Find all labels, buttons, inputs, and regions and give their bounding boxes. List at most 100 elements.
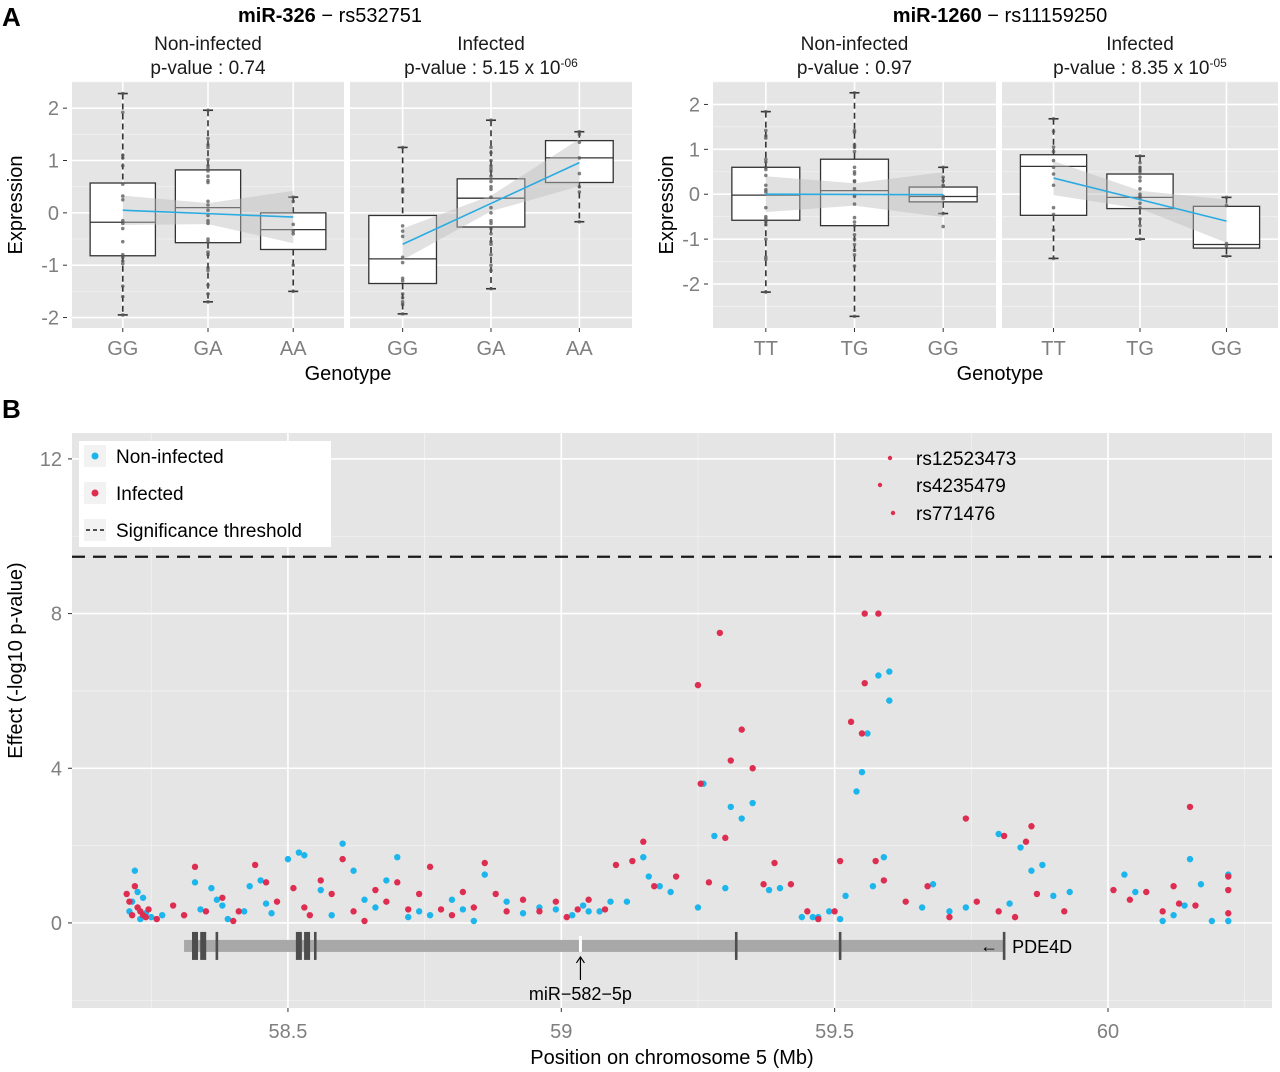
data-point bbox=[1138, 201, 1142, 206]
data-point bbox=[400, 187, 405, 192]
scatter-point bbox=[1066, 888, 1073, 896]
scatter-point bbox=[776, 884, 784, 892]
pvalue-text: p-value : 5.15 x 10 bbox=[404, 58, 560, 79]
data-point bbox=[489, 226, 493, 231]
data-point bbox=[1051, 256, 1056, 261]
data-point bbox=[764, 128, 768, 133]
exon-mark bbox=[192, 931, 199, 960]
scatter-point bbox=[1061, 908, 1068, 915]
data-point bbox=[1224, 254, 1229, 258]
scatter-point bbox=[131, 882, 139, 890]
data-point bbox=[852, 264, 857, 268]
data-point bbox=[206, 199, 210, 204]
data-point bbox=[400, 276, 405, 281]
scatter-point bbox=[123, 890, 130, 898]
y-tick-label: 12 bbox=[40, 449, 62, 471]
data-point bbox=[120, 313, 125, 317]
data-point bbox=[120, 239, 125, 244]
data-point bbox=[120, 153, 125, 158]
data-point bbox=[852, 145, 857, 149]
facet-non-infected: Non-infected p-value : 0.97 TT TG GG bbox=[713, 34, 996, 360]
scatter-point bbox=[126, 898, 133, 905]
data-point bbox=[1051, 129, 1056, 134]
facet-pvalue: p-value : 8.35 x 10-05 bbox=[1053, 56, 1227, 79]
scatter-point bbox=[153, 915, 160, 923]
scatter-point bbox=[128, 911, 136, 919]
scatter-point bbox=[306, 911, 314, 919]
data-point bbox=[206, 266, 210, 270]
data-point bbox=[489, 268, 493, 273]
scatter-point bbox=[1011, 913, 1019, 921]
data-point bbox=[1224, 244, 1229, 248]
data-point bbox=[1051, 183, 1056, 188]
data-point bbox=[489, 252, 493, 257]
x-tick-label: GG bbox=[107, 338, 138, 360]
data-point bbox=[291, 195, 296, 199]
gene-body bbox=[184, 939, 1005, 952]
scatter-point bbox=[1028, 823, 1035, 830]
legend-key-point bbox=[91, 452, 99, 460]
y-axis-title: Effect (-log10 p-value) bbox=[5, 562, 27, 758]
x-axis-title: Genotype bbox=[305, 363, 392, 385]
scatter-point bbox=[552, 906, 560, 913]
snp-label: rs771476 bbox=[916, 504, 995, 525]
data-point bbox=[852, 314, 857, 319]
gene-direction-arrow-icon: ← bbox=[980, 936, 998, 956]
data-point bbox=[206, 300, 210, 304]
snp-label: rs12523473 bbox=[916, 449, 1016, 470]
exon-mark bbox=[734, 931, 738, 960]
scatter-point bbox=[405, 913, 412, 921]
scatter-point bbox=[1033, 890, 1041, 898]
facet-title: Non-infected bbox=[801, 34, 909, 55]
data-point bbox=[120, 156, 125, 160]
scatter-point bbox=[1186, 803, 1194, 811]
gene-label: PDE4D bbox=[1012, 937, 1072, 957]
data-point bbox=[764, 173, 768, 178]
data-point bbox=[852, 172, 857, 176]
data-point bbox=[489, 195, 493, 199]
data-point bbox=[489, 158, 493, 163]
scatter-point bbox=[470, 904, 478, 911]
scatter-point bbox=[697, 780, 704, 787]
data-point bbox=[206, 237, 210, 241]
legend-label: Non-infected bbox=[116, 447, 224, 468]
x-axis-title: Genotype bbox=[957, 363, 1044, 385]
scatter-point bbox=[317, 886, 324, 894]
data-point bbox=[206, 268, 210, 273]
scatter-point bbox=[139, 894, 147, 901]
scatter-point bbox=[328, 911, 335, 919]
scatter-point bbox=[1039, 861, 1046, 869]
scatter-point bbox=[842, 892, 849, 900]
data-point bbox=[206, 169, 210, 173]
mir1260-chart: -2 -1 0 1 2 Expression Genotype Non-infected p-v… bbox=[656, 34, 1278, 385]
scatter-point bbox=[372, 886, 379, 894]
scatter-point bbox=[1028, 867, 1035, 874]
scatter-point bbox=[585, 908, 592, 915]
scatter-point bbox=[962, 904, 970, 911]
data-point bbox=[489, 187, 493, 192]
scatter-point bbox=[503, 908, 510, 915]
scatter-point bbox=[361, 917, 368, 925]
data-point bbox=[489, 145, 493, 150]
scatter-point bbox=[722, 884, 729, 892]
scatter-point bbox=[268, 910, 275, 917]
data-point bbox=[400, 255, 405, 260]
data-point bbox=[206, 145, 210, 150]
scatter-point bbox=[426, 911, 434, 919]
data-point bbox=[941, 224, 945, 229]
data-point bbox=[489, 205, 493, 210]
data-point bbox=[489, 150, 493, 155]
scatter-point bbox=[230, 917, 237, 925]
facet-title: Non-infected bbox=[154, 34, 262, 55]
data-point bbox=[400, 234, 405, 239]
data-point bbox=[206, 218, 210, 223]
data-point bbox=[1138, 205, 1142, 210]
scatter-point bbox=[872, 857, 879, 865]
x-tick-label: 58.5 bbox=[268, 1021, 307, 1043]
scatter-point bbox=[640, 853, 647, 861]
data-point bbox=[577, 156, 582, 160]
scatter-point bbox=[519, 910, 527, 917]
scatter-point bbox=[317, 877, 324, 884]
x-tick-label: 60 bbox=[1097, 1021, 1119, 1043]
scatter-point bbox=[145, 906, 152, 913]
